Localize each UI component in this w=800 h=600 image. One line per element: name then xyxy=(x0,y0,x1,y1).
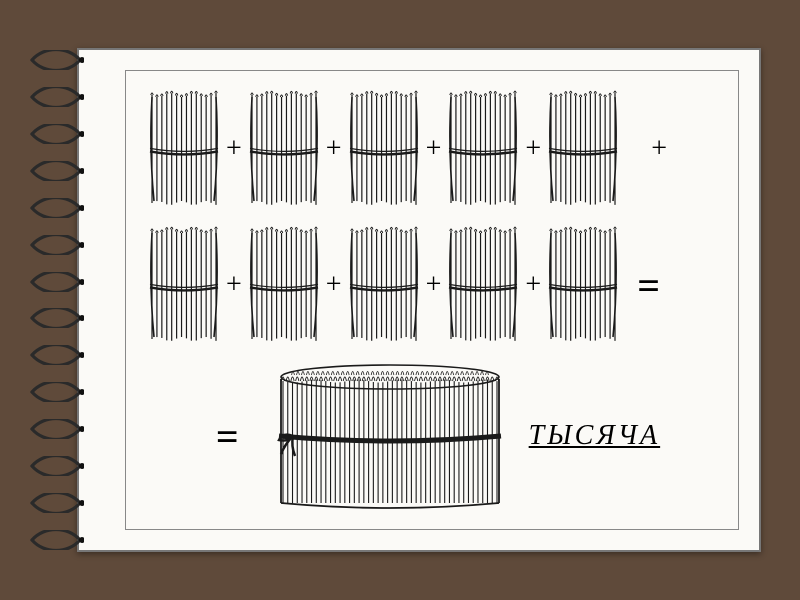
spiral-coil xyxy=(30,161,84,181)
spiral-coil xyxy=(30,272,84,292)
bundle-hundred xyxy=(547,225,619,345)
spiral-binding xyxy=(30,50,84,550)
spiral-coil xyxy=(30,87,84,107)
spiral-coil xyxy=(30,50,84,70)
spiral-coil xyxy=(30,345,84,365)
page-root: + + + + + + + + + = = xyxy=(0,0,800,600)
spiral-coil xyxy=(30,308,84,328)
spiral-coil xyxy=(30,382,84,402)
plus-sign: + xyxy=(326,269,342,301)
plus-sign: + xyxy=(525,133,541,165)
equals-sign: = xyxy=(216,413,239,460)
equation-row-2: + + + + = xyxy=(148,225,716,345)
bundle-hundred xyxy=(348,89,420,209)
plus-sign: + xyxy=(525,269,541,301)
equation-row-1: + + + + + xyxy=(148,89,716,209)
card: + + + + + + + + + = = xyxy=(77,48,761,552)
spiral-coil xyxy=(30,124,84,144)
bundle-hundred xyxy=(348,225,420,345)
equals-sign: = xyxy=(637,262,660,309)
spiral-coil xyxy=(30,530,84,550)
spiral-coil xyxy=(30,493,84,513)
bundle-hundred xyxy=(447,225,519,345)
bundle-hundred xyxy=(148,89,220,209)
plus-sign: + xyxy=(426,269,442,301)
bundle-hundred xyxy=(547,89,619,209)
bundle-hundred xyxy=(248,225,320,345)
plus-sign: + xyxy=(326,133,342,165)
bundle-hundred xyxy=(248,89,320,209)
bundle-hundred xyxy=(148,225,220,345)
bundle-hundred xyxy=(447,89,519,209)
bundle-thousand xyxy=(275,361,505,511)
spiral-coil xyxy=(30,419,84,439)
plus-sign: + xyxy=(426,133,442,165)
spiral-coil xyxy=(30,456,84,476)
result-row: = ТЫСЯЧА xyxy=(148,361,716,511)
diagram-area: + + + + + + + + + = = xyxy=(125,70,739,530)
spiral-coil xyxy=(30,235,84,255)
plus-sign: + xyxy=(651,133,667,165)
spiral-coil xyxy=(30,198,84,218)
plus-sign: + xyxy=(226,133,242,165)
plus-sign: + xyxy=(226,269,242,301)
result-label: ТЫСЯЧА xyxy=(529,420,660,452)
